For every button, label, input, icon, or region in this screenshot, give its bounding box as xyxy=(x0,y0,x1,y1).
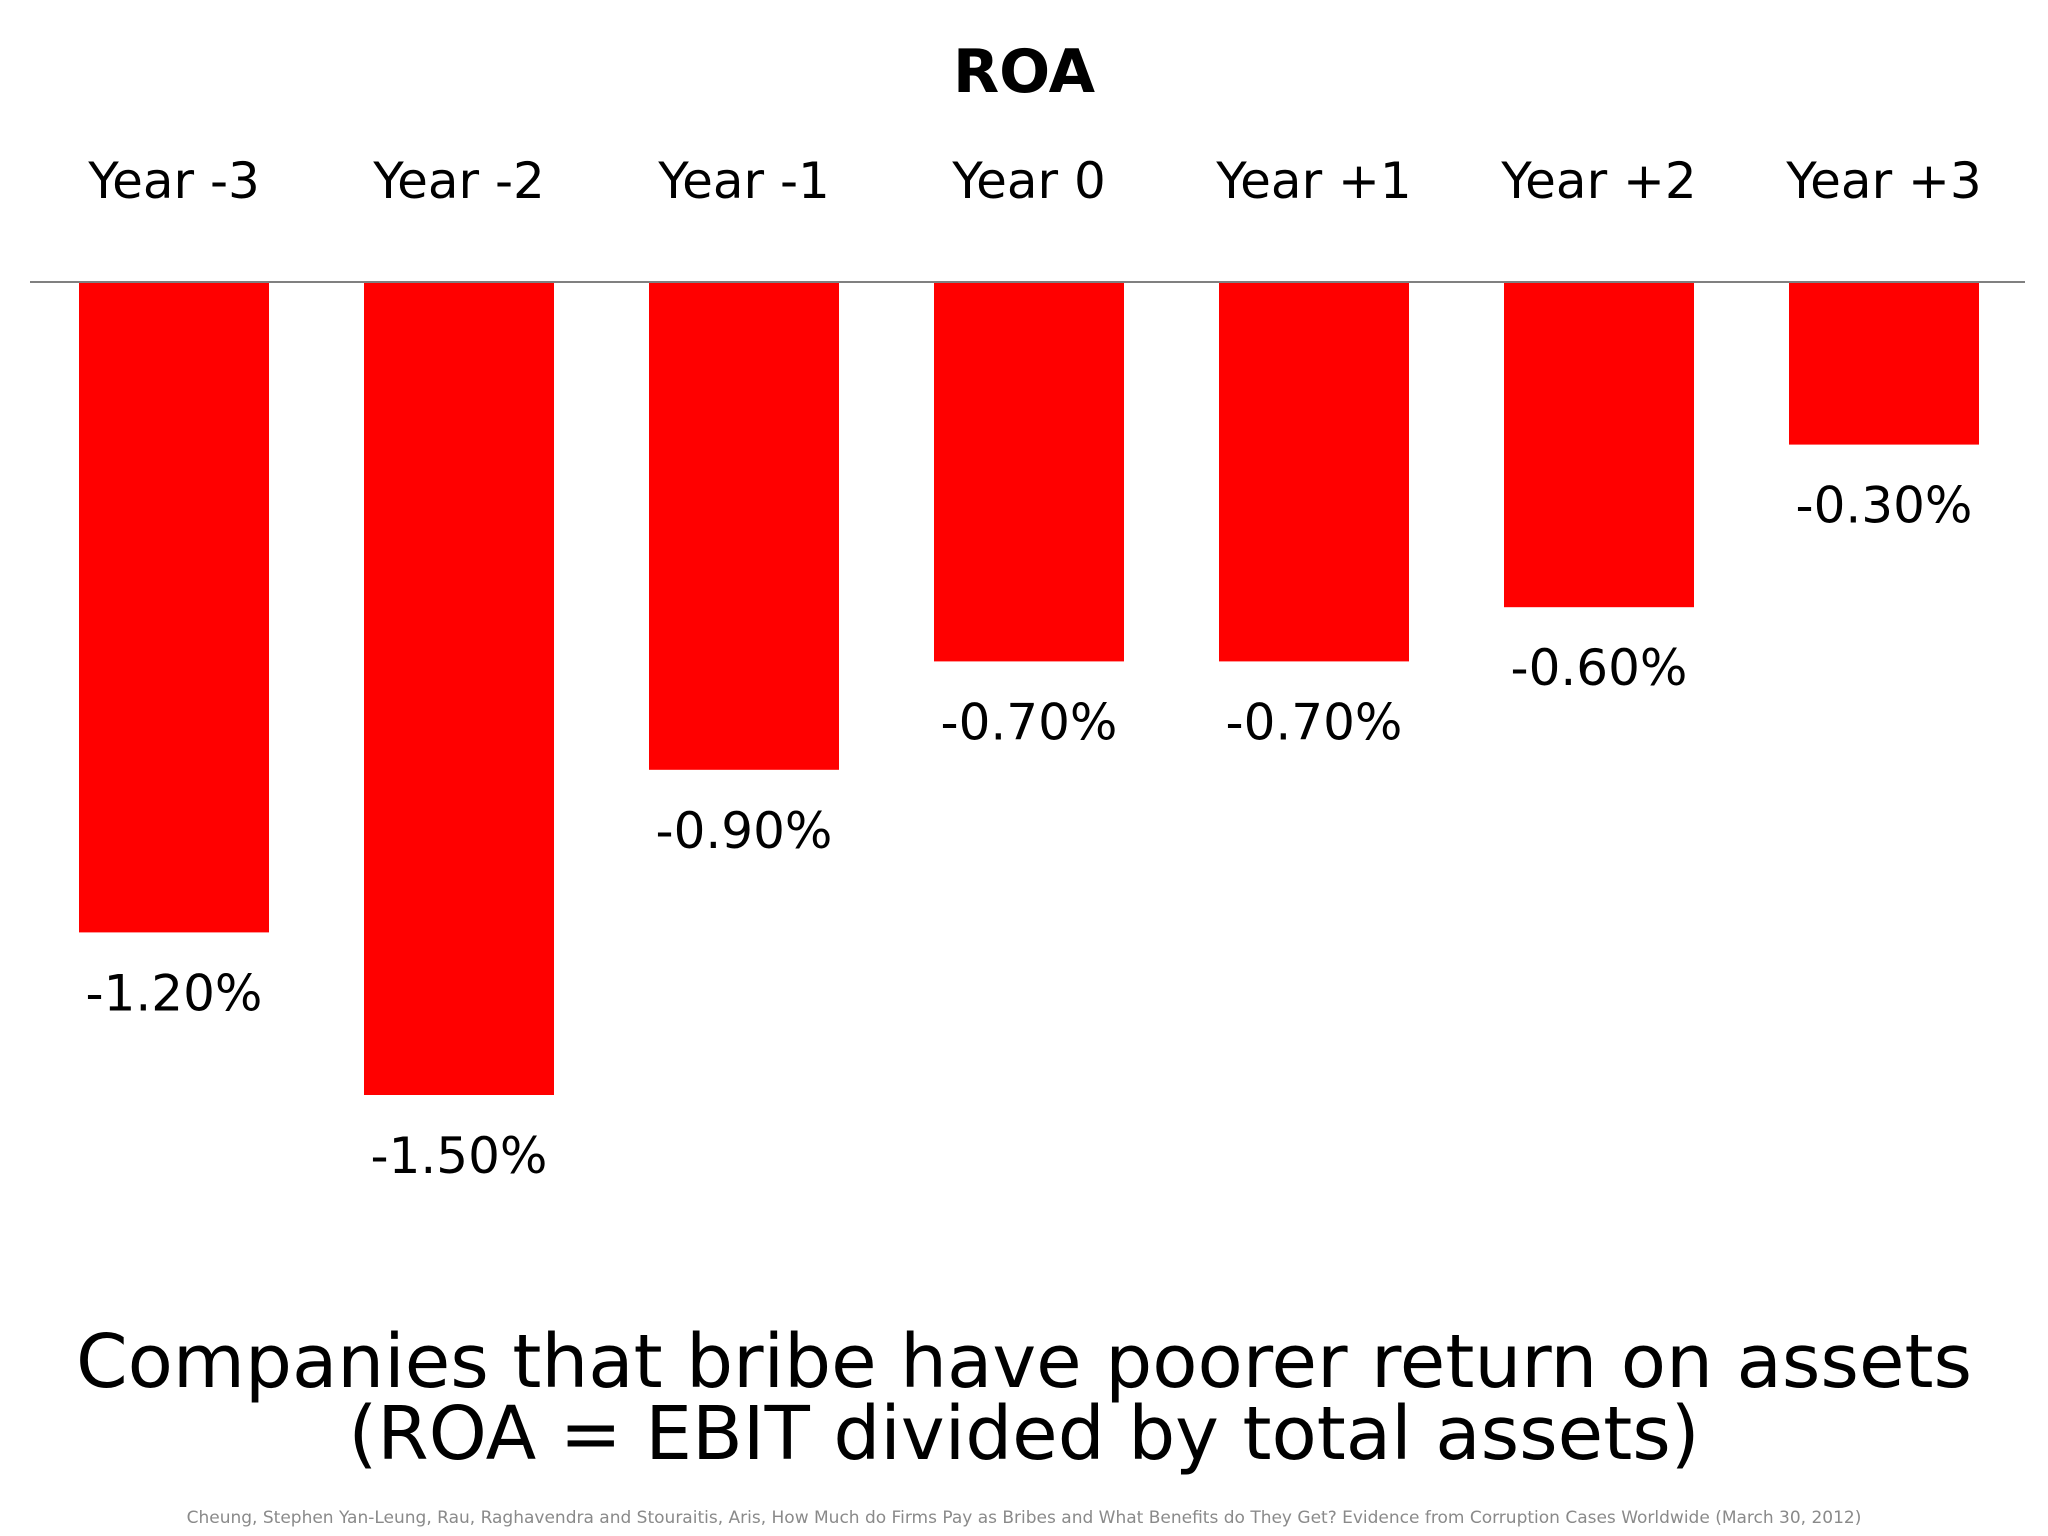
bars-layer xyxy=(79,282,1979,1095)
bar-6 xyxy=(1789,282,1979,445)
category-labels-layer: Year -3 Year -2 Year -1 Year 0 Year +1 Year +… xyxy=(87,152,1982,210)
bar-5 xyxy=(1504,282,1694,608)
value-labels-layer: -1.20% -1.50% -0.90% -0.70% -0.70% -0.60% -0.3… xyxy=(86,477,1973,1185)
bar-chart: Year -3 Year -2 Year -1 Year 0 Year +1 Year +… xyxy=(30,152,2025,1185)
category-label-6: Year +3 xyxy=(1785,152,1981,210)
data-label-6: -0.30% xyxy=(1796,477,1973,535)
bar-4 xyxy=(1219,282,1409,662)
chart-title: ROA xyxy=(952,37,1096,107)
data-label-0: -1.20% xyxy=(86,964,263,1022)
caption-line-2: (ROA = EBIT divided by total assets) xyxy=(348,1391,1700,1477)
bar-2 xyxy=(649,282,839,770)
data-label-2: -0.90% xyxy=(656,802,833,860)
category-label-2: Year -1 xyxy=(657,152,830,210)
data-label-3: -0.70% xyxy=(941,693,1118,751)
data-label-5: -0.60% xyxy=(1511,639,1688,697)
caption-line-1: Companies that bribe have poorer return … xyxy=(75,1319,1973,1405)
bar-0 xyxy=(79,282,269,933)
category-label-0: Year -3 xyxy=(87,152,260,210)
bar-3 xyxy=(934,282,1124,662)
data-label-1: -1.50% xyxy=(371,1127,548,1185)
category-label-1: Year -2 xyxy=(372,152,545,210)
category-label-4: Year +1 xyxy=(1215,152,1411,210)
source-citation: Cheung, Stephen Yan-Leung, Rau, Raghaven… xyxy=(186,1508,1862,1528)
category-label-5: Year +2 xyxy=(1500,152,1696,210)
data-label-4: -0.70% xyxy=(1226,693,1403,751)
bar-1 xyxy=(364,282,554,1095)
category-label-3: Year 0 xyxy=(951,152,1106,210)
